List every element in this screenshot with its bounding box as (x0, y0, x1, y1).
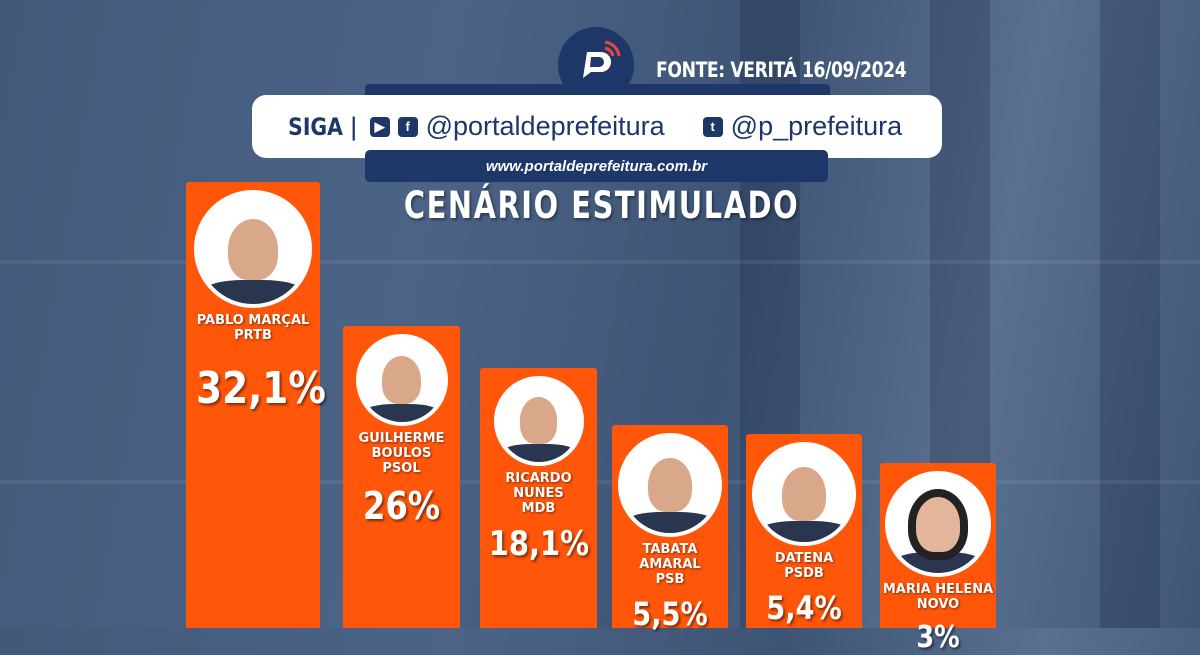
bar: PABLO MARÇAL PRTB 32,1% (186, 182, 326, 628)
value-label: 3% (916, 620, 960, 655)
candidate-party: PSOL (382, 461, 421, 476)
background-building (1100, 0, 1160, 628)
handle-main[interactable]: @portaldeprefeitura (425, 111, 665, 141)
source-label: FONTE: VERITÁ 16/09/2024 (656, 58, 907, 82)
website-link[interactable]: www.portaldeprefeitura.com.br (365, 150, 828, 182)
bar: TABATA AMARAL PSB 5,5% (612, 425, 728, 633)
candidate-name: TABATA AMARAL (639, 542, 701, 572)
candidate-photo (355, 334, 448, 426)
youtube-icon[interactable]: ▶ (369, 116, 390, 137)
logo-icon (583, 40, 621, 78)
background-line (0, 480, 1200, 484)
value-label: 5,4% (766, 589, 842, 627)
candidate-name: RICARDO NUNES (505, 471, 572, 501)
portal-logo (558, 27, 634, 103)
candidate-name: MARIA HELENA (882, 582, 994, 597)
candidate-photo (885, 471, 991, 577)
candidate-party: PSDB (784, 566, 824, 581)
background-line (0, 260, 1200, 264)
candidate-party: NOVO (916, 597, 960, 612)
bar: MARIA HELENA NOVO 3% (880, 463, 996, 655)
candidate-name: DATENA (774, 551, 834, 566)
candidate-party: PRTB (234, 328, 272, 343)
candidate-party: MDB (521, 501, 556, 516)
twitter-icon[interactable]: t (702, 116, 723, 137)
value-label: 18,1% (488, 524, 590, 564)
candidate-party: PSB (655, 572, 685, 587)
value-label: 5,5% (632, 595, 708, 633)
candidate-photo (752, 442, 856, 546)
candidate-name: GUILHERME BOULOS (358, 431, 445, 461)
handle-twitter[interactable]: @p_prefeitura (730, 111, 903, 141)
social-banner: SIGA | ▶ f @portaldeprefeitura t @p_pref… (252, 95, 942, 158)
value-label: 32,1% (196, 363, 326, 414)
value-label: 26% (362, 484, 441, 528)
facebook-icon[interactable]: f (397, 116, 418, 137)
bar: GUILHERME BOULOS PSOL 26% (343, 326, 460, 628)
bar: DATENA PSDB 5,4% (746, 434, 862, 628)
follow-label: SIGA | (288, 112, 358, 141)
candidate-photo (493, 376, 584, 466)
candidate-photo (618, 433, 722, 537)
candidate-photo (194, 190, 312, 308)
chart-title: CENÁRIO ESTIMULADO (403, 184, 800, 227)
bar: RICARDO NUNES MDB 18,1% (480, 368, 597, 628)
candidate-name: PABLO MARÇAL (196, 313, 310, 328)
